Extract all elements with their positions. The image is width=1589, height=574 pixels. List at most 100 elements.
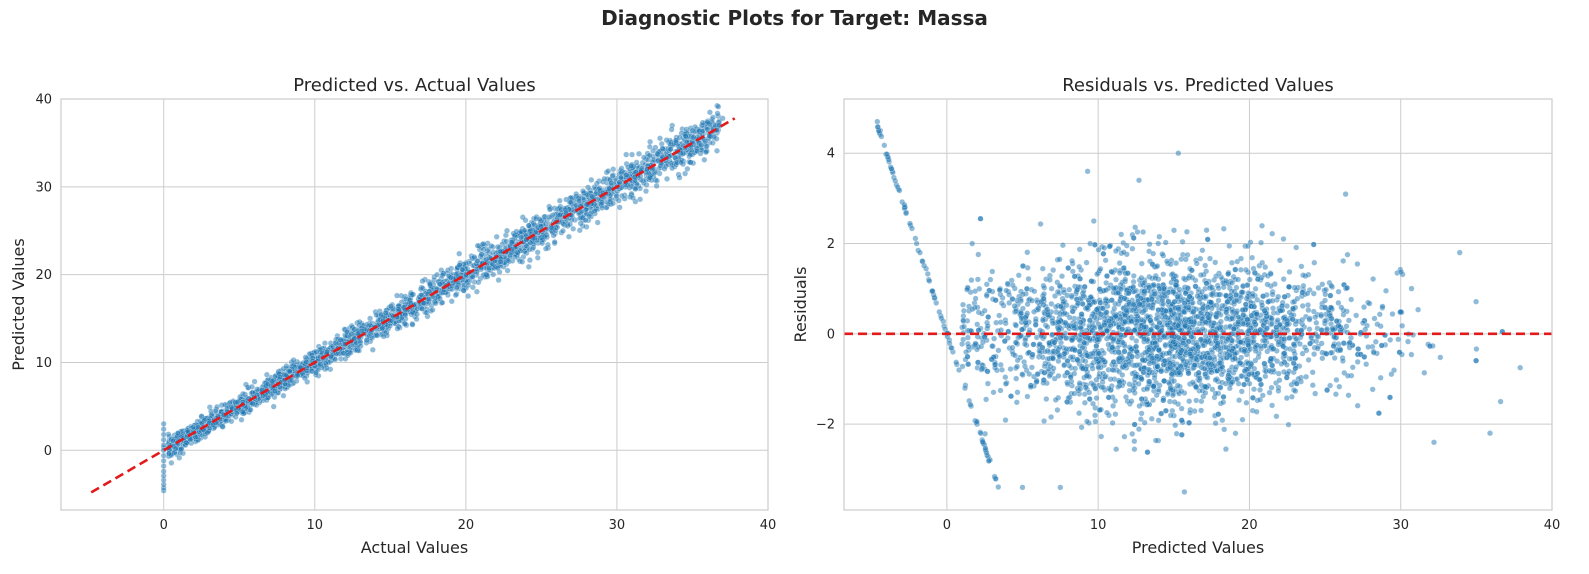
panel-2-point	[1119, 339, 1126, 346]
panel-2-point	[1286, 268, 1293, 275]
panel-2-point	[1275, 339, 1282, 346]
panel-1-point	[707, 133, 714, 140]
panel-2-point	[1039, 265, 1046, 272]
panel-1-point	[714, 110, 721, 117]
panel-1-point	[486, 265, 493, 272]
panel-2-point	[997, 387, 1004, 394]
panel-2-point	[1172, 422, 1179, 429]
panel-2-point	[1291, 284, 1298, 291]
panel-1-point	[382, 310, 389, 317]
panel-1-point	[539, 236, 546, 243]
panel-1-point	[556, 197, 563, 204]
panel-1-point	[160, 463, 167, 470]
panel-2-point	[1151, 291, 1158, 298]
panel-1-point	[254, 386, 261, 393]
panel-2-point	[961, 323, 968, 330]
panel-2-point	[1252, 285, 1259, 292]
panel-2-point	[1269, 291, 1276, 298]
panel-2-point	[1223, 315, 1230, 322]
panel-1-point	[497, 258, 504, 265]
panel-2-point	[1353, 312, 1360, 319]
panel-1-point	[317, 361, 324, 368]
panel-2-point	[1183, 228, 1190, 235]
panel-1-points	[160, 102, 726, 494]
panel-1-point	[556, 211, 563, 218]
panel-1-point	[493, 233, 500, 240]
panel-1-point	[312, 369, 319, 376]
panel-1-point	[582, 217, 589, 224]
panel-1-point	[552, 227, 559, 234]
panel-2-point	[1102, 257, 1109, 264]
panel-1-point	[465, 293, 472, 300]
panel-1-point	[322, 360, 329, 367]
panel-2-point	[1203, 227, 1210, 234]
panel-1-point	[184, 427, 191, 434]
panel-1-point	[394, 325, 401, 332]
panel-2-point	[1257, 343, 1264, 350]
panel-2-point	[1056, 344, 1063, 351]
panel-1-point	[519, 258, 526, 265]
panel-1-point	[504, 267, 511, 274]
panel-1-point	[495, 277, 502, 284]
panel-1-point	[471, 254, 478, 261]
panel-1-point	[701, 156, 708, 163]
panel-2-point	[1028, 364, 1035, 371]
panel-2-point	[1232, 430, 1239, 437]
panel-2-point	[1048, 300, 1055, 307]
panel-1-point	[646, 143, 653, 150]
panel-1-point	[270, 403, 277, 410]
panel-2-point	[1019, 371, 1026, 378]
panel-2-point	[1228, 259, 1235, 266]
panel-1-point	[160, 420, 167, 427]
panel-1-point	[546, 213, 553, 220]
panel-2-point	[1239, 416, 1246, 423]
panel-1-point	[247, 406, 254, 413]
panel-2-point	[1193, 260, 1200, 267]
panel-2-point	[1280, 235, 1287, 242]
panel-1-point	[480, 246, 487, 253]
panel-2-point	[1090, 217, 1097, 224]
panel-2-point	[1138, 410, 1145, 417]
panel-2-point	[1059, 242, 1066, 249]
panel-1-point	[473, 288, 480, 295]
panel-2-point	[1172, 315, 1179, 322]
panel-1-point	[504, 227, 511, 234]
panel-2-point	[1398, 269, 1405, 276]
panel-2-point	[1131, 438, 1138, 445]
panel-2-point	[1002, 374, 1009, 381]
panel-2-point	[1101, 244, 1108, 251]
panel-1-point	[323, 348, 330, 355]
panel-1-point	[460, 287, 467, 294]
panel-2-point	[1174, 382, 1181, 389]
panel-2-point	[1191, 362, 1198, 369]
panel-1-point	[288, 377, 295, 384]
panel-1-point	[447, 274, 454, 281]
panel-2-point	[1312, 314, 1319, 321]
panel-2-point	[1039, 317, 1046, 324]
panel-1-point	[204, 429, 211, 436]
panel-1-point	[449, 283, 456, 290]
panel-2-point	[1370, 276, 1377, 283]
panel-1-point	[565, 233, 572, 240]
panel-2-point	[969, 240, 976, 247]
panel-1-point	[654, 150, 661, 157]
panel-2-point	[965, 343, 972, 350]
panel-1-point	[369, 346, 376, 353]
panel-2-point	[968, 277, 975, 284]
panel-2-point	[1269, 305, 1276, 312]
panel-2-points	[874, 118, 1524, 495]
panel-2-point	[1344, 251, 1351, 258]
panel-2-point	[1058, 273, 1065, 280]
panel-2-point	[1437, 354, 1444, 361]
panel-1-point	[573, 193, 580, 200]
panel-1-point	[525, 263, 532, 270]
panel-1-point	[551, 238, 558, 245]
panel-2-point	[1220, 399, 1227, 406]
panel-2-point	[1363, 361, 1370, 368]
panel-2-point	[1293, 335, 1300, 342]
panel-2-point	[1013, 399, 1020, 406]
panel-1-point	[264, 381, 271, 388]
panel-2-point	[1021, 341, 1028, 348]
panel-1-point	[219, 423, 226, 430]
panel-1-point	[337, 336, 344, 343]
